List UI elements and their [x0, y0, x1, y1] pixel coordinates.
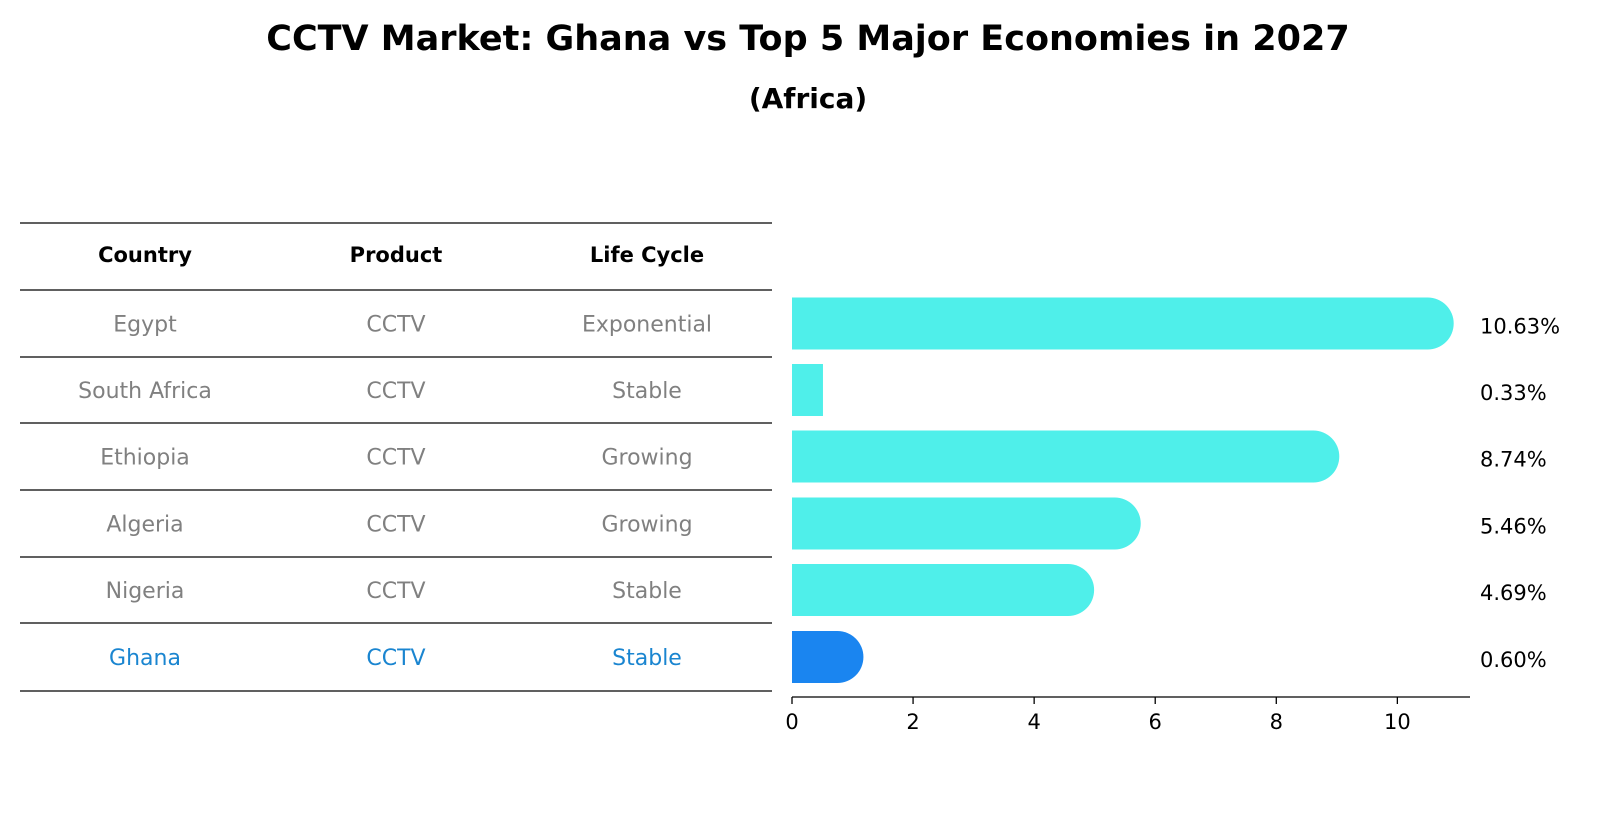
bar-ethiopia — [792, 430, 1340, 483]
x-tick-label: 8 — [1270, 710, 1283, 734]
x-tick-label: 2 — [906, 710, 919, 734]
table-header-product: Product — [350, 243, 443, 267]
bar-plot: 10.63% 0.33% 8.74% 5.46% 4.69% 0.60% — [792, 297, 1560, 683]
data-label-ethiopia: 8.74% — [1480, 448, 1547, 472]
bar-nigeria — [792, 564, 1095, 616]
table-cell-country-nigeria: Nigeria — [106, 579, 185, 604]
data-label-algeria: 5.46% — [1480, 515, 1547, 539]
table-cell-country-algeria: Algeria — [106, 513, 183, 538]
x-tick-label: 0 — [785, 710, 798, 734]
table-cell-product-nigeria: CCTV — [366, 579, 425, 604]
table-cell-product-ethiopia: CCTV — [366, 446, 425, 471]
table-cell-product-south-africa: CCTV — [366, 379, 425, 404]
table-cell-country-ghana: Ghana — [109, 646, 181, 671]
table-header-country: Country — [98, 243, 192, 267]
table-cell-life-cycle-ghana: Stable — [612, 646, 682, 671]
table-cell-life-cycle-egypt: Exponential — [582, 313, 712, 338]
table-cell-country-ethiopia: Ethiopia — [100, 446, 190, 471]
table-header-life-cycle: Life Cycle — [590, 243, 704, 267]
data-table: Country Product Life Cycle Egypt CCTV Expo… — [20, 222, 772, 692]
x-tick-label: 6 — [1149, 710, 1162, 734]
table-cell-life-cycle-ethiopia: Growing — [601, 446, 692, 471]
chart-subtitle: (Africa) — [749, 82, 867, 115]
x-tick-label: 4 — [1027, 710, 1040, 734]
table-cell-life-cycle-algeria: Growing — [601, 513, 692, 538]
data-label-ghana: 0.60% — [1480, 648, 1547, 672]
bar-south-africa — [792, 364, 823, 416]
bar-algeria — [792, 497, 1141, 550]
table-cell-product-ghana: CCTV — [366, 646, 425, 671]
table-cell-product-egypt: CCTV — [366, 313, 425, 338]
table-cell-country-egypt: Egypt — [113, 313, 177, 338]
table-cell-life-cycle-nigeria: Stable — [612, 579, 682, 604]
x-axis: 0 2 4 6 8 10 — [785, 696, 1470, 734]
table-cell-product-algeria: CCTV — [366, 513, 425, 538]
x-tick-label: 10 — [1384, 710, 1411, 734]
bar-egypt — [792, 297, 1454, 350]
chart-title: CCTV Market: Ghana vs Top 5 Major Econom… — [266, 19, 1349, 59]
data-label-egypt: 10.63% — [1480, 315, 1560, 339]
table-cell-country-south-africa: South Africa — [78, 379, 212, 404]
data-label-south-africa: 0.33% — [1480, 381, 1547, 405]
data-label-nigeria: 4.69% — [1480, 581, 1547, 605]
table-cell-life-cycle-south-africa: Stable — [612, 379, 682, 404]
bar-ghana — [792, 631, 864, 683]
